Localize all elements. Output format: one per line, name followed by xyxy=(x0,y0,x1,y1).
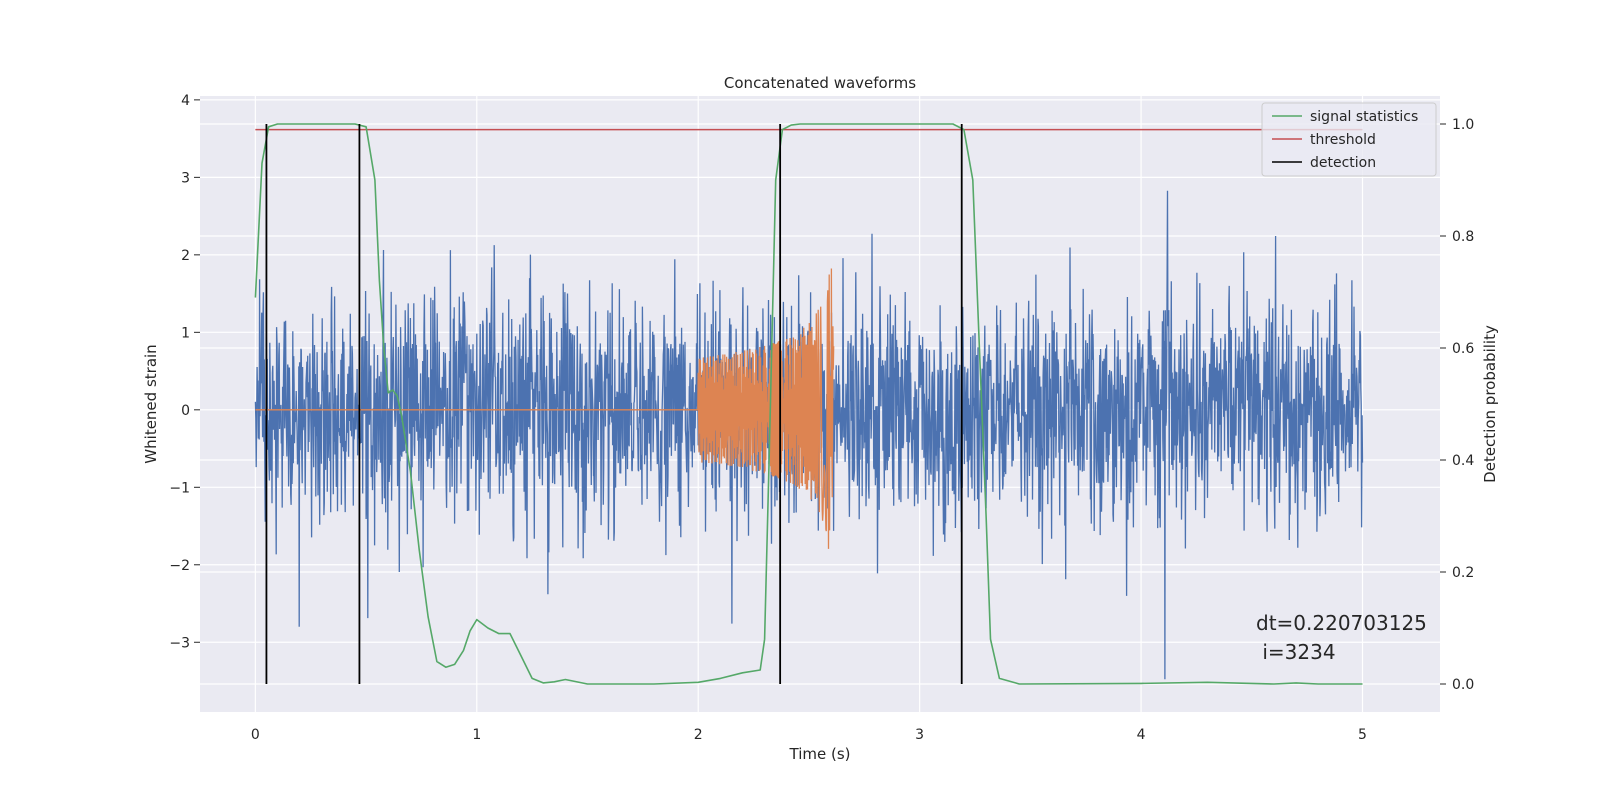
y-tick-label: 2 xyxy=(181,248,190,264)
series-layer xyxy=(254,123,1364,685)
series-signal-statistics-line xyxy=(254,123,1363,685)
legend-label-detection: detection xyxy=(1310,155,1376,171)
annotation-dt: dt=0.220703125 xyxy=(1256,611,1427,635)
series-waveform-line xyxy=(255,268,835,549)
chart-title: Concatenated waveforms xyxy=(724,74,916,92)
y-tick-label: 3 xyxy=(181,170,190,186)
y2-axis-label: Detection probability xyxy=(1481,325,1499,483)
y-tick-label: 1 xyxy=(181,325,190,341)
y2-tick-label: 1.0 xyxy=(1452,117,1474,133)
y-tick-label: −3 xyxy=(169,635,190,651)
x-tick-label: 3 xyxy=(915,727,924,743)
y-tick-label: −2 xyxy=(169,558,190,574)
y2-tick-label: 0.4 xyxy=(1452,453,1474,469)
annotation-i: i=3234 xyxy=(1256,640,1336,664)
y2-tick-label: 0.2 xyxy=(1452,565,1474,581)
y-tick-label: 4 xyxy=(181,93,190,109)
x-tick-label: 4 xyxy=(1137,727,1146,743)
legend-label-signal: signal statistics xyxy=(1310,109,1418,125)
x-axis-label: Time (s) xyxy=(789,745,851,763)
x-tick-label: 0 xyxy=(251,727,260,743)
y2-tick-label: 0.6 xyxy=(1452,341,1474,357)
tick-labels: 0 1 2 3 4 5 −3 −2 −1 0 1 2 3 4 0.0 0.2 0.4 0.6 0.8 1.0 xyxy=(169,93,1474,743)
y-tick-label: −1 xyxy=(169,480,190,496)
y-tick-label: 0 xyxy=(181,403,190,419)
y-axis-label: Whitened strain xyxy=(142,344,160,463)
y2-tick-label: 0.0 xyxy=(1452,677,1474,693)
legend: signal statistics threshold detection xyxy=(1261,102,1437,177)
legend-box xyxy=(1261,102,1437,177)
x-tick-label: 1 xyxy=(472,727,481,743)
x-tick-label: 2 xyxy=(694,727,703,743)
y2-tick-label: 0.8 xyxy=(1452,229,1474,245)
legend-label-threshold: threshold xyxy=(1310,132,1376,148)
x-tick-label: 5 xyxy=(1358,727,1367,743)
